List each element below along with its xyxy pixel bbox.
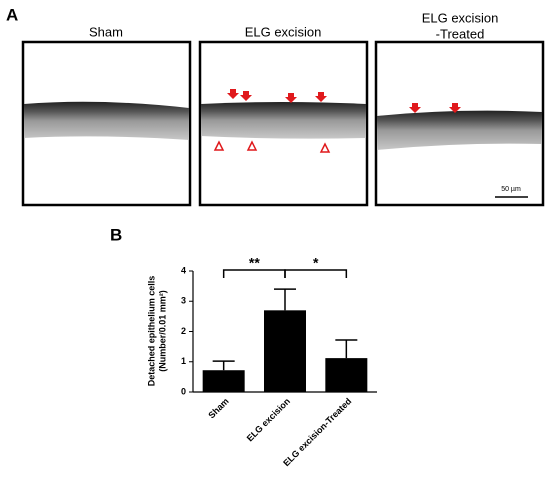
image-title: -Treated [436,26,485,41]
x-tick-label: Sham [206,396,230,420]
significance-bracket [284,269,348,278]
y-tick-label: 3 [181,296,186,306]
micrograph [198,40,369,207]
scale-bar-label: 50 µm [501,186,521,193]
panel-label: A [6,5,18,24]
image-title: ELG excision [422,10,499,25]
y-tick-label: 2 [181,326,186,336]
image-title: Sham [89,24,123,39]
y-axis-label: Detached epithelium cells [146,276,156,387]
arrows [409,103,461,113]
micrograph: 50 µm [374,40,545,207]
bar-chart: B Detached epithelium cells (Number/0.01… [110,225,167,386]
significance-bracket [222,269,286,278]
significance-label: * [313,255,319,271]
y-axis-label: (Number/0.01 mm²) [157,290,167,372]
x-tick-label: ELG excision [245,396,292,443]
y-tick-label: 1 [181,356,186,366]
arrows [227,89,327,103]
triangles [213,140,331,153]
panel-label: B [110,225,122,244]
bar [325,358,368,392]
x-tick-label: ELG excision-Treated [281,396,353,468]
significance-label: ** [249,255,260,271]
bar [202,370,245,392]
micrograph [21,40,192,207]
image-title: ELG excision [245,24,322,39]
bar [264,310,306,392]
y-tick-label: 4 [181,265,186,275]
y-tick-label: 0 [181,386,186,396]
